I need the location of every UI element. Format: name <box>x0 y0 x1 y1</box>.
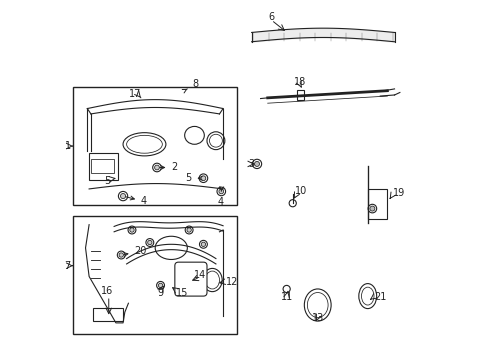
Text: 11: 11 <box>280 292 292 302</box>
Bar <box>89 153 118 180</box>
Circle shape <box>201 242 205 247</box>
Circle shape <box>156 282 164 289</box>
Text: 3: 3 <box>247 159 253 169</box>
Text: 12: 12 <box>225 277 238 287</box>
Text: 2: 2 <box>160 162 177 172</box>
Text: 6: 6 <box>268 12 274 22</box>
Text: 16: 16 <box>101 286 113 296</box>
Bar <box>297 90 303 100</box>
Text: 5: 5 <box>103 176 110 186</box>
Ellipse shape <box>361 287 373 305</box>
Text: 4: 4 <box>125 196 147 206</box>
Circle shape <box>217 187 225 196</box>
Text: 8: 8 <box>182 79 199 93</box>
Circle shape <box>288 200 296 207</box>
Circle shape <box>186 228 191 232</box>
Circle shape <box>128 226 136 234</box>
Text: 20: 20 <box>123 247 146 256</box>
Circle shape <box>209 134 222 147</box>
Circle shape <box>252 159 261 168</box>
Circle shape <box>117 251 125 259</box>
Ellipse shape <box>205 271 219 289</box>
Circle shape <box>158 283 163 288</box>
Ellipse shape <box>155 236 187 260</box>
Bar <box>93 307 123 321</box>
Circle shape <box>120 194 125 199</box>
Ellipse shape <box>126 135 162 153</box>
Circle shape <box>367 204 376 213</box>
Circle shape <box>206 132 224 150</box>
Circle shape <box>129 228 134 232</box>
Ellipse shape <box>304 289 330 321</box>
Text: 14: 14 <box>193 270 205 280</box>
Bar <box>91 158 114 173</box>
Ellipse shape <box>358 284 376 309</box>
Circle shape <box>201 176 205 181</box>
Bar <box>73 87 237 205</box>
Circle shape <box>118 192 127 201</box>
Circle shape <box>219 189 223 194</box>
Circle shape <box>119 253 123 257</box>
Circle shape <box>145 239 153 247</box>
Circle shape <box>283 285 290 293</box>
Circle shape <box>254 161 259 166</box>
Ellipse shape <box>123 133 165 156</box>
Text: 7: 7 <box>64 261 71 271</box>
Text: 10: 10 <box>295 186 307 197</box>
Circle shape <box>185 226 193 234</box>
Text: 9: 9 <box>157 288 163 297</box>
Circle shape <box>199 240 207 248</box>
Text: 5: 5 <box>185 173 202 183</box>
Text: 13: 13 <box>311 313 323 323</box>
Bar <box>73 216 237 334</box>
Text: 15: 15 <box>175 288 187 298</box>
Text: 1: 1 <box>64 141 71 151</box>
Circle shape <box>199 174 207 183</box>
Circle shape <box>369 206 374 211</box>
Circle shape <box>154 165 159 170</box>
Text: 4: 4 <box>217 186 223 207</box>
Bar <box>367 189 386 219</box>
Text: 19: 19 <box>392 188 404 198</box>
Text: 18: 18 <box>293 77 305 87</box>
Text: 17: 17 <box>129 89 142 99</box>
Text: 21: 21 <box>373 292 386 302</box>
Circle shape <box>152 163 161 172</box>
Ellipse shape <box>202 269 222 292</box>
Ellipse shape <box>307 293 327 318</box>
Circle shape <box>147 240 152 245</box>
Ellipse shape <box>184 126 204 144</box>
FancyBboxPatch shape <box>175 262 206 296</box>
